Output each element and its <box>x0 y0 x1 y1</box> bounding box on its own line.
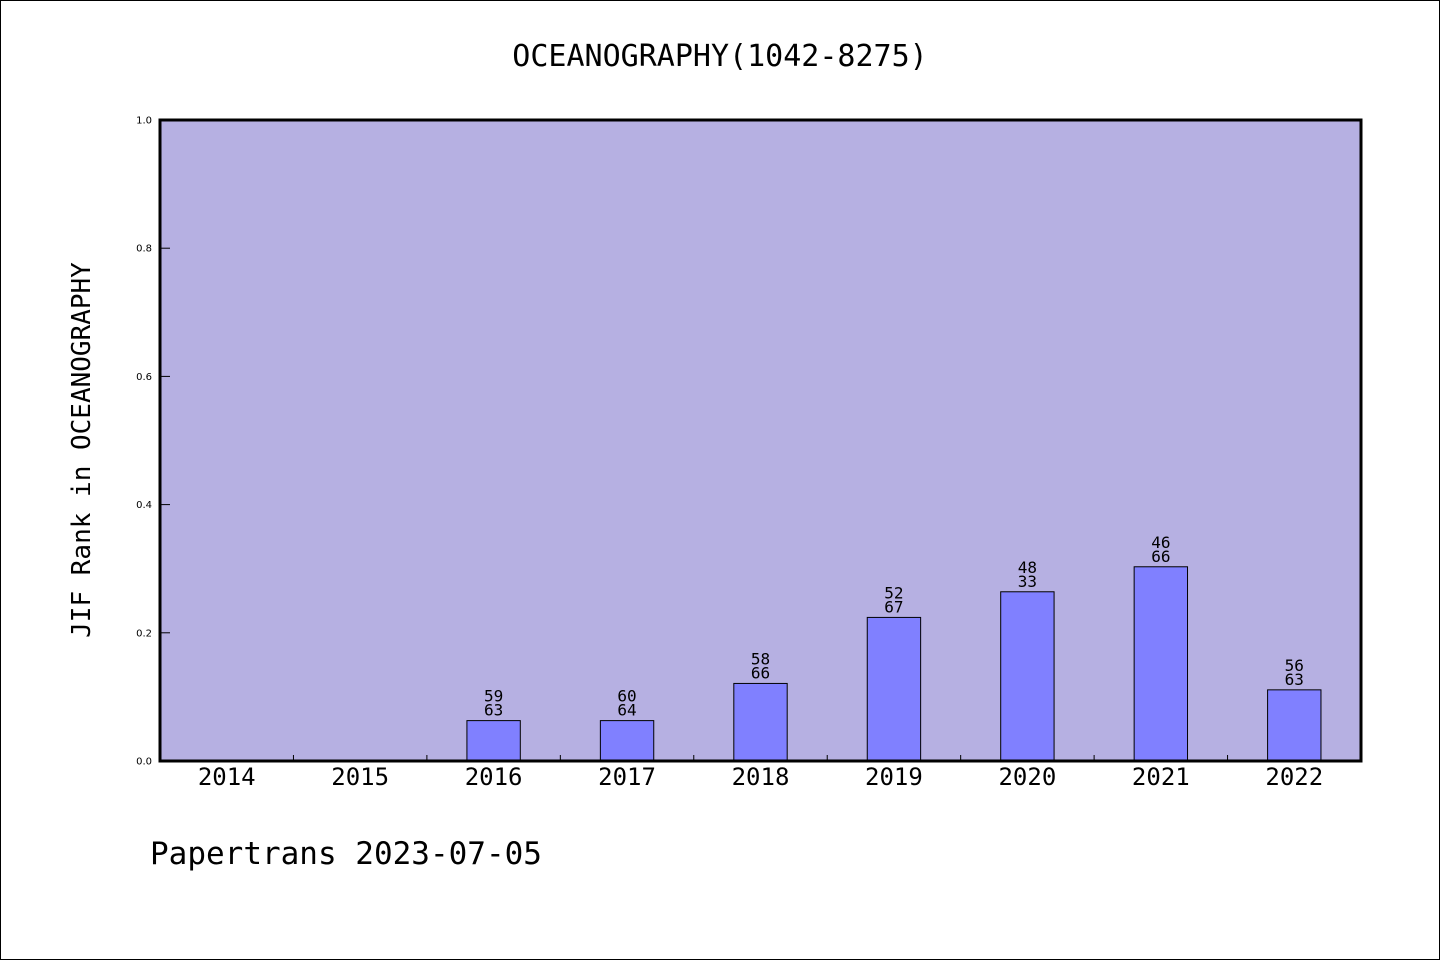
bar-2017 <box>599 720 655 762</box>
bar-label-rank: 48 <box>1018 558 1037 577</box>
y-tick-label: 0.8 <box>136 244 152 255</box>
x-tick-label: 2015 <box>331 763 389 791</box>
y-tick-label: 0.2 <box>136 628 152 639</box>
bar-label-total: 63 <box>1285 670 1304 689</box>
x-tick-label: 2016 <box>465 763 523 791</box>
x-tick-label: 2022 <box>1265 763 1323 791</box>
bar-label-rank: 56 <box>1285 656 1304 675</box>
x-tick-label: 2017 <box>598 763 656 791</box>
bar-label-total: 33 <box>1018 572 1037 591</box>
bar-label-rank: 59 <box>484 687 503 706</box>
y-tick-label: 0.4 <box>136 500 152 511</box>
x-tick-label: 2021 <box>1132 763 1190 791</box>
bars-layer <box>466 566 1322 762</box>
x-ticks-layer: 2014 2015 2016 2017 2018 2019 2020 2021 2022 <box>198 755 1323 791</box>
bar-2016 <box>466 720 521 762</box>
bar-2022 <box>1267 689 1322 762</box>
footer-text: Papertrans 2023-07-05 <box>150 836 542 872</box>
bar-label-total: 67 <box>884 597 903 616</box>
chart-title: OCEANOGRAPHY(1042-8275) <box>512 39 927 74</box>
bar-label-rank: 60 <box>617 687 636 706</box>
bar-label-rank: 46 <box>1151 533 1170 552</box>
x-tick-label: 2020 <box>998 763 1056 791</box>
y-tick-label: 0.0 <box>136 757 152 768</box>
bar-label-rank: 58 <box>751 649 770 668</box>
x-tick-label: 2014 <box>198 763 256 791</box>
x-tick-label: 2018 <box>732 763 790 791</box>
bar-label-rank: 52 <box>884 583 903 602</box>
bar-label-total: 66 <box>751 663 770 682</box>
x-tick-label: 2019 <box>865 763 923 791</box>
plot-border <box>158 118 1363 763</box>
bar-label-total: 64 <box>617 701 636 720</box>
bar-label-total: 66 <box>1151 547 1170 566</box>
bar-label-total: 63 <box>484 701 503 720</box>
y-tick-label: 1.0 <box>136 116 152 127</box>
y-tick-label: 0.6 <box>136 372 152 383</box>
bar-2021 <box>1133 566 1189 762</box>
y-axis-label: JIF Rank in OCEANOGRAPHY <box>67 262 97 638</box>
bar-2019 <box>866 616 922 762</box>
bar-2020 <box>1000 591 1055 762</box>
bar-2018 <box>733 682 788 762</box>
